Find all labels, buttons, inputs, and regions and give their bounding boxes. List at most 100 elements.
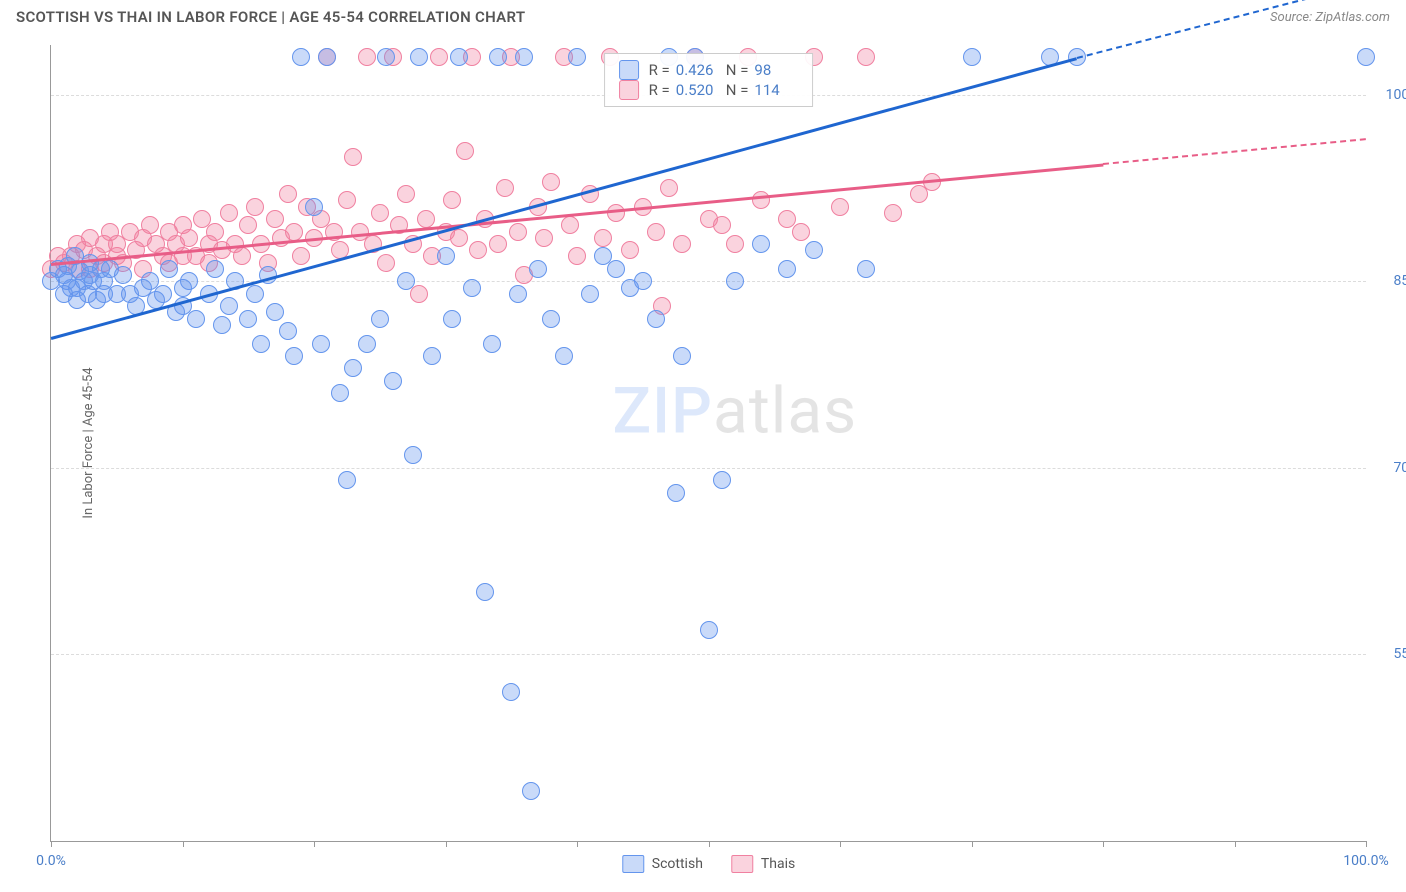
data-point (805, 241, 823, 259)
chart-container: ZIPatlas In Labor Force | Age 45-54 R = … (50, 45, 1366, 842)
data-point (239, 216, 257, 234)
data-point (266, 210, 284, 228)
data-point (621, 241, 639, 259)
data-point (141, 216, 159, 234)
x-tick (840, 841, 841, 847)
data-point (667, 484, 685, 502)
data-point (1357, 48, 1375, 66)
data-point (206, 223, 224, 241)
data-point (252, 335, 270, 353)
x-tick (51, 841, 52, 847)
data-point (338, 471, 356, 489)
r-label: R = (649, 81, 670, 99)
data-point (443, 310, 461, 328)
x-tick (577, 841, 578, 847)
x-tick (1235, 841, 1236, 847)
data-point (160, 260, 178, 278)
n-value-thais: 114 (754, 81, 798, 99)
data-point (700, 621, 718, 639)
x-tick (314, 841, 315, 847)
correlation-row-scottish: R = 0.426 N = 98 (619, 60, 799, 80)
data-point (450, 229, 468, 247)
data-point (285, 223, 303, 241)
y-tick-label: 85.0% (1371, 273, 1406, 289)
data-point (180, 272, 198, 290)
data-point (469, 241, 487, 259)
data-point (634, 272, 652, 290)
data-point (358, 335, 376, 353)
data-point (778, 260, 796, 278)
x-tick-label: 100.0% (1343, 853, 1388, 869)
watermark: ZIPatlas (612, 374, 857, 449)
data-point (857, 260, 875, 278)
data-point (410, 285, 428, 303)
data-point (423, 347, 441, 365)
data-point (522, 782, 540, 800)
r-value-thais: 0.520 (676, 81, 720, 99)
data-point (338, 191, 356, 209)
chart-source: Source: ZipAtlas.com (1270, 10, 1390, 25)
data-point (752, 235, 770, 253)
data-point (384, 372, 402, 390)
n-label: N = (726, 81, 749, 99)
data-point (377, 48, 395, 66)
chart-title: SCOTTISH VS THAI IN LABOR FORCE | AGE 45… (16, 8, 525, 26)
data-point (233, 247, 251, 265)
x-tick (709, 841, 710, 847)
data-point (417, 210, 435, 228)
correlation-swatch-scottish (619, 60, 639, 80)
data-point (180, 229, 198, 247)
y-tick-label: 55.0% (1371, 646, 1406, 662)
data-point (792, 223, 810, 241)
data-point (713, 471, 731, 489)
legend-label-thais: Thais (761, 856, 795, 872)
data-point (285, 347, 303, 365)
data-point (857, 48, 875, 66)
plot-area: ZIPatlas (51, 45, 1366, 841)
legend-swatch-scottish (622, 855, 644, 873)
data-point (673, 347, 691, 365)
data-point (331, 384, 349, 402)
watermark-atlas: atlas (713, 374, 857, 449)
data-point (279, 185, 297, 203)
y-axis-label: In Labor Force | Age 45-54 (81, 367, 96, 518)
data-point (535, 229, 553, 247)
data-point (963, 48, 981, 66)
watermark-zip: ZIP (612, 374, 713, 449)
data-point (246, 285, 264, 303)
data-point (292, 48, 310, 66)
data-point (344, 359, 362, 377)
data-point (502, 683, 520, 701)
legend: Scottish Thais (622, 855, 795, 873)
data-point (292, 247, 310, 265)
data-point (509, 223, 527, 241)
data-point (660, 179, 678, 197)
x-tick (1366, 841, 1367, 847)
data-point (561, 216, 579, 234)
legend-label-scottish: Scottish (652, 856, 703, 872)
correlation-swatch-thais (619, 80, 639, 100)
x-tick (446, 841, 447, 847)
data-point (206, 260, 224, 278)
data-point (246, 198, 264, 216)
data-point (377, 254, 395, 272)
data-point (647, 223, 665, 241)
legend-swatch-thais (731, 855, 753, 873)
data-point (726, 235, 744, 253)
data-point (581, 285, 599, 303)
data-point (607, 204, 625, 222)
data-point (266, 303, 284, 321)
data-point (430, 48, 448, 66)
legend-item-thais: Thais (731, 855, 795, 873)
data-point (515, 48, 533, 66)
data-point (568, 48, 586, 66)
correlation-box: R = 0.426 N = 98 R = 0.520 N = 114 (604, 53, 814, 107)
data-point (456, 142, 474, 160)
data-point (371, 310, 389, 328)
data-point (463, 279, 481, 297)
data-point (884, 204, 902, 222)
data-point (529, 260, 547, 278)
data-point (496, 179, 514, 197)
data-point (154, 285, 172, 303)
legend-item-scottish: Scottish (622, 855, 703, 873)
